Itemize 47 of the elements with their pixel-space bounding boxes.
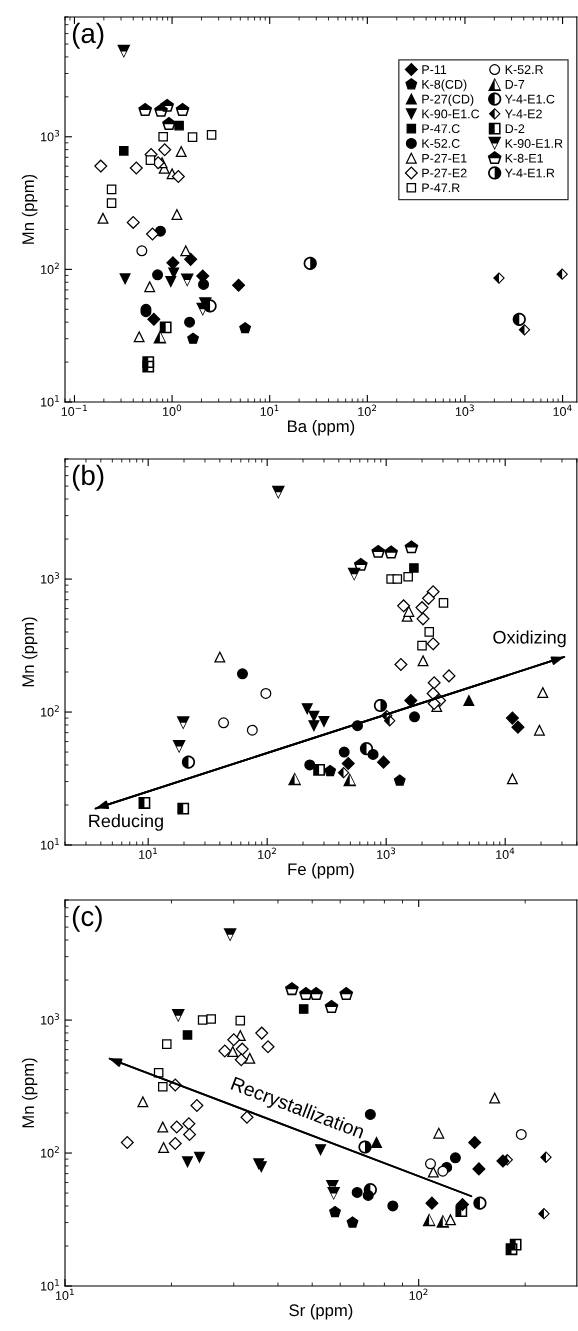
x-axis-title: Sr (ppm)	[289, 1303, 353, 1320]
legend-label: P-47.R	[422, 183, 460, 193]
legend-label: P-27-E2	[422, 168, 467, 178]
x-tick-label: 10$^{1}$	[260, 404, 279, 416]
annotation: Oxidizing	[493, 630, 566, 648]
y-axis-title: Mn (ppm)	[21, 1058, 38, 1128]
legend-label: Y-4-E1.C	[504, 94, 555, 104]
legend-label: K-52.C	[422, 139, 460, 148]
y-tick-label: 10$^{3}$	[41, 572, 60, 584]
annotation: Reducing	[89, 814, 163, 831]
x-tick-label: 10$^{4}$	[496, 847, 515, 859]
x-tick-label: 10$^{3}$	[455, 404, 474, 416]
legend-label: D-7	[505, 80, 525, 89]
chart-title: (c)	[72, 905, 102, 932]
chart-title: (a)	[72, 22, 104, 49]
x-tick-label: 10$^{4}$	[553, 404, 572, 416]
legend-label: Y-4-E2	[504, 109, 542, 119]
legend-label: K-8(CD)	[422, 79, 467, 92]
legend-label: P-47.C	[422, 124, 460, 134]
x-tick-label: 10$^{2}$	[358, 404, 377, 416]
x-tick-label: 10$^{0}$	[163, 404, 182, 416]
y-tick-label: 10$^{1}$	[41, 1279, 59, 1291]
x-tick-label: 10$^{1}$	[139, 847, 157, 859]
legend-label: D-2	[505, 124, 525, 133]
y-tick-label: 10$^{3}$	[41, 129, 60, 142]
x-tick-label: 10$^{−1}$	[61, 404, 87, 416]
y-tick-label: 10$^{2}$	[41, 705, 59, 717]
legend-label: Y-4-E1.R	[504, 168, 555, 178]
y-tick-label: 10$^{3}$	[41, 1013, 60, 1025]
y-tick-label: 10$^{2}$	[41, 262, 59, 274]
legend-label: K-52.R	[505, 65, 544, 75]
legend-label: K-90-E1.R	[505, 139, 563, 148]
y-axis-title: Mn (ppm)	[21, 617, 38, 687]
y-tick-label: 10$^{2}$	[41, 1146, 59, 1158]
legend-label: P-27(CD)	[422, 94, 474, 107]
chart-title: (b)	[72, 464, 104, 491]
y-tick-label: 10$^{1}$	[41, 395, 59, 407]
y-axis-title: Mn (ppm)	[21, 174, 38, 244]
legend-label: K-8-E1	[505, 153, 543, 163]
x-tick-label: 10$^{2}$	[258, 847, 276, 859]
legend-label: P-11	[422, 65, 447, 74]
y-tick-label: 10$^{1}$	[41, 838, 59, 850]
x-axis-title: Ba (ppm)	[288, 419, 355, 436]
legend-label: K-90-E1.C	[422, 109, 480, 119]
legend-label: P-27-E1	[422, 153, 467, 163]
x-axis-title: Fe (ppm)	[288, 862, 354, 879]
x-tick-label: 10$^{3}$	[377, 847, 396, 859]
